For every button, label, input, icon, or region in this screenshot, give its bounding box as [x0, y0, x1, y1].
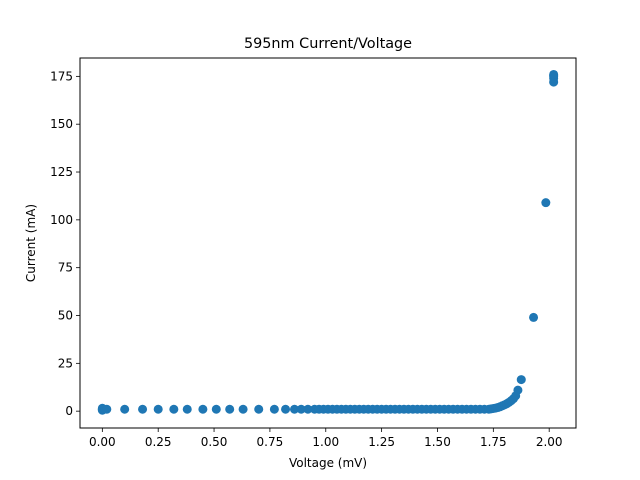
- axes-frame: [79, 57, 577, 429]
- data-point: [153, 404, 163, 414]
- chart-title: 595nm Current/Voltage: [244, 36, 412, 52]
- y-axis-ticks: 0 25 50 75 100 125 150 175: [50, 69, 80, 418]
- y-tick-label: 175: [50, 69, 73, 83]
- x-tick-label: 1.75: [480, 435, 507, 449]
- y-axis-label: Current (mA): [24, 204, 38, 282]
- x-tick-label: 0.50: [201, 435, 228, 449]
- data-point: [516, 375, 526, 385]
- y-tick-label: 50: [58, 309, 73, 323]
- data-point: [513, 385, 523, 395]
- data-point: [549, 69, 559, 79]
- x-tick-label: 1.25: [368, 435, 395, 449]
- data-point: [225, 404, 235, 414]
- x-tick-label: 2.00: [536, 435, 563, 449]
- data-point: [120, 404, 130, 414]
- data-point: [138, 404, 148, 414]
- data-point: [269, 404, 279, 414]
- data-point: [254, 404, 264, 414]
- data-point: [198, 404, 208, 414]
- y-tick-label: 100: [50, 213, 73, 227]
- x-tick-label: 1.00: [312, 435, 339, 449]
- x-tick-label: 0.00: [89, 435, 116, 449]
- data-point: [211, 404, 221, 414]
- data-point: [541, 198, 551, 208]
- data-point: [169, 404, 179, 414]
- data-point: [281, 404, 291, 414]
- x-axis-label: Voltage (mV): [289, 456, 367, 470]
- data-point: [303, 404, 313, 414]
- data-point: [238, 404, 248, 414]
- y-tick-label: 150: [50, 117, 73, 131]
- x-axis-ticks: 0.00 0.25 0.50 0.75 1.00 1.25 1.50 1.75 2.00: [89, 428, 563, 449]
- data-point: [102, 404, 112, 414]
- data-point: [182, 404, 192, 414]
- data-point: [529, 312, 539, 322]
- plot-area: [80, 58, 576, 428]
- x-tick-label: 0.75: [257, 435, 284, 449]
- data-points: [97, 69, 559, 415]
- x-tick-label: 0.25: [145, 435, 172, 449]
- y-tick-label: 0: [65, 404, 73, 418]
- data-point: [289, 404, 299, 414]
- y-tick-label: 125: [50, 165, 73, 179]
- x-tick-label: 1.50: [424, 435, 451, 449]
- y-tick-label: 25: [58, 356, 73, 370]
- data-point: [296, 404, 306, 414]
- y-tick-label: 75: [58, 261, 73, 275]
